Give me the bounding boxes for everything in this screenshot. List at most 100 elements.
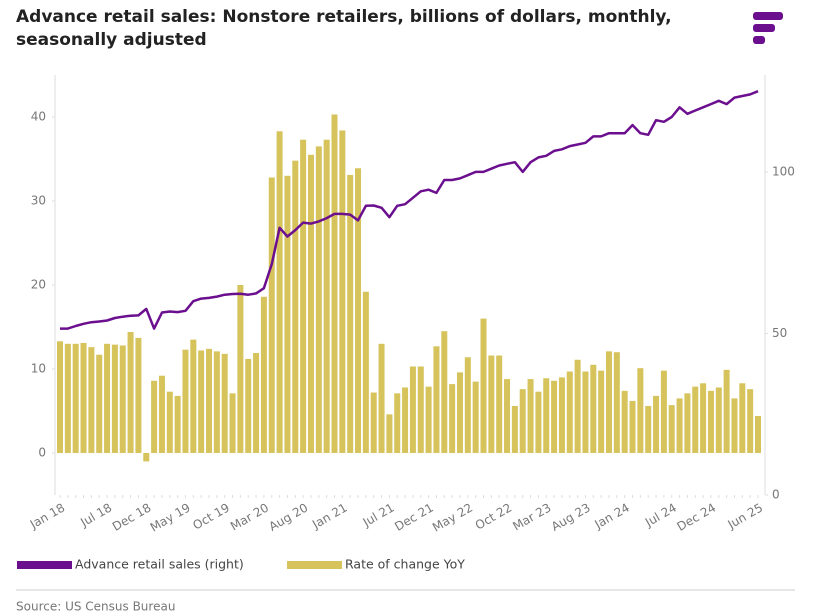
bar (64, 343, 71, 453)
y-tick-label: 40 (31, 110, 46, 124)
bar (276, 131, 283, 453)
bar (88, 347, 95, 453)
legend-label: Advance retail sales (right) (75, 557, 244, 572)
x-tick-label: Jan 21 (309, 501, 349, 532)
bar (190, 339, 197, 453)
legend-swatch (17, 561, 72, 569)
bar (464, 357, 471, 453)
bar (488, 355, 495, 453)
x-tick-label: Jul 18 (77, 501, 114, 530)
x-tick-label: Jun 25 (725, 501, 766, 533)
bar (700, 383, 707, 453)
bar (543, 378, 550, 453)
x-tick-label: Oct 19 (190, 501, 232, 533)
bar (158, 375, 165, 453)
bar (449, 384, 456, 453)
bar (268, 177, 275, 454)
x-tick-label: Oct 22 (473, 501, 515, 533)
bar (527, 379, 534, 453)
bar (755, 416, 761, 453)
bar (174, 395, 181, 453)
bar (747, 389, 754, 453)
bar (519, 389, 526, 453)
bar (692, 386, 699, 453)
bar (143, 453, 150, 462)
bar (504, 379, 511, 453)
bar (676, 398, 683, 453)
bar (472, 381, 479, 453)
bar (300, 139, 307, 453)
bar (402, 387, 409, 453)
bar (284, 175, 291, 454)
bar (558, 377, 565, 453)
bar (660, 370, 667, 453)
bar (425, 386, 432, 453)
bar (135, 337, 142, 453)
bar (613, 352, 620, 453)
bar (551, 380, 558, 453)
bar (598, 370, 605, 453)
y2-tick-label: 100 (772, 164, 795, 178)
logo (753, 12, 783, 44)
y2-tick-label: 0 (772, 488, 780, 502)
bar (645, 405, 652, 453)
bar (229, 393, 236, 453)
bar (480, 318, 487, 453)
bar (456, 372, 463, 453)
bar (417, 366, 424, 453)
x-tick-label: May 22 (430, 501, 475, 535)
bar (535, 391, 542, 453)
bar (496, 355, 503, 453)
bar (127, 332, 134, 453)
legend-label: Rate of change YoY (345, 557, 465, 572)
bar (394, 393, 401, 453)
bar (245, 358, 252, 453)
bar (684, 393, 691, 453)
bar (355, 168, 362, 454)
x-tick-label: Aug 23 (549, 501, 593, 534)
bar (323, 139, 330, 453)
bar (715, 387, 722, 453)
bar (206, 348, 213, 453)
bar (182, 349, 189, 453)
bar (566, 371, 573, 453)
bar (307, 154, 314, 454)
bar (331, 114, 338, 453)
bar (574, 359, 581, 453)
bar (653, 395, 660, 453)
bar (315, 146, 322, 453)
bar (629, 400, 636, 453)
bar (668, 405, 675, 453)
y-tick-label: 0 (38, 446, 46, 460)
bar (151, 380, 158, 453)
bar (347, 174, 354, 453)
bar (221, 353, 228, 453)
y-tick-label: 20 (31, 278, 46, 292)
bar (80, 342, 87, 453)
bar (213, 351, 220, 453)
x-tick-label: Dec 21 (392, 501, 436, 534)
chart-title: Advance retail sales: Nonstore retailers… (16, 7, 672, 50)
x-tick-label: Jan 24 (592, 501, 632, 532)
x-tick-label: Mar 23 (510, 501, 553, 534)
y-tick-label: 30 (31, 194, 46, 208)
bar (386, 414, 393, 453)
bar (637, 368, 644, 453)
x-tick-label: Jul 24 (642, 501, 679, 530)
source: Source: US Census Bureau (16, 600, 175, 611)
bar (57, 341, 63, 453)
bar (166, 391, 173, 453)
bar (104, 343, 111, 453)
bar (409, 366, 416, 453)
line (60, 90, 759, 330)
bar (582, 371, 589, 453)
x-tick-label: Mar 20 (228, 501, 271, 534)
bar (605, 351, 612, 453)
bar (96, 354, 103, 453)
bar (590, 364, 597, 453)
bar (731, 398, 738, 453)
bar (433, 346, 440, 453)
bar (237, 285, 244, 453)
